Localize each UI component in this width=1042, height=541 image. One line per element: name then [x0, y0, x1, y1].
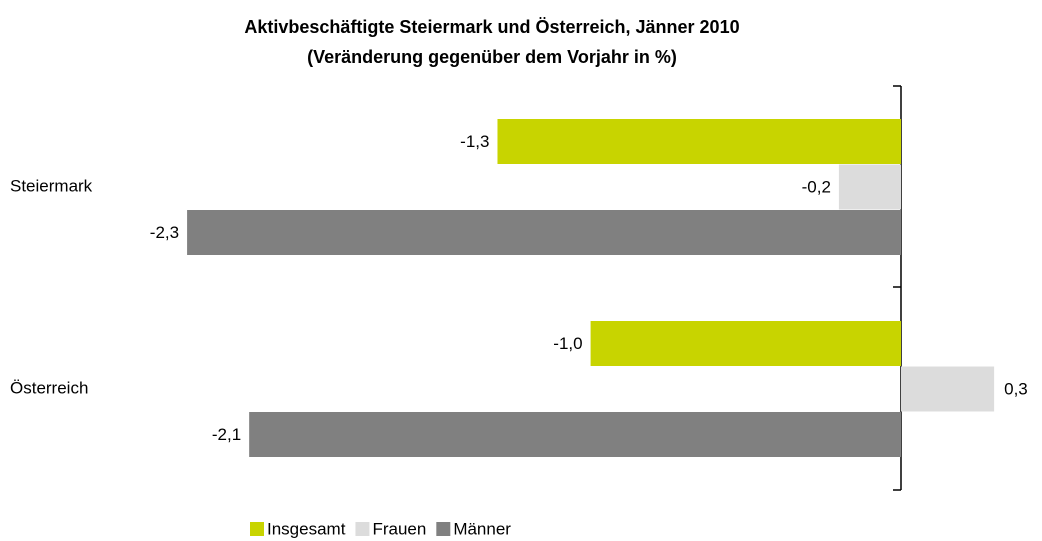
legend-label: Insgesamt [267, 519, 346, 538]
bar [838, 164, 901, 210]
bar [249, 412, 901, 457]
data-label: -1,3 [460, 132, 489, 151]
category-label: Steiermark [10, 176, 93, 195]
legend-label: Frauen [372, 519, 426, 538]
data-label: -2,1 [212, 425, 241, 444]
data-label: -1,0 [553, 334, 582, 353]
category-label: Österreich [10, 378, 88, 397]
bar [590, 321, 901, 366]
legend-swatch [436, 522, 451, 536]
data-label: -0,2 [802, 177, 831, 196]
legend-swatch [355, 522, 370, 536]
legend-swatch [250, 522, 264, 536]
legend-label: Männer [453, 519, 511, 538]
data-label: 0,3 [1004, 379, 1028, 398]
chart-title: Aktivbeschäftigte Steiermark und Österre… [244, 17, 739, 37]
bar [497, 119, 901, 164]
bar [901, 366, 995, 412]
chart-subtitle: (Veränderung gegenüber dem Vorjahr in %) [307, 47, 677, 67]
bar [187, 210, 901, 255]
data-label: -2,3 [150, 223, 179, 242]
